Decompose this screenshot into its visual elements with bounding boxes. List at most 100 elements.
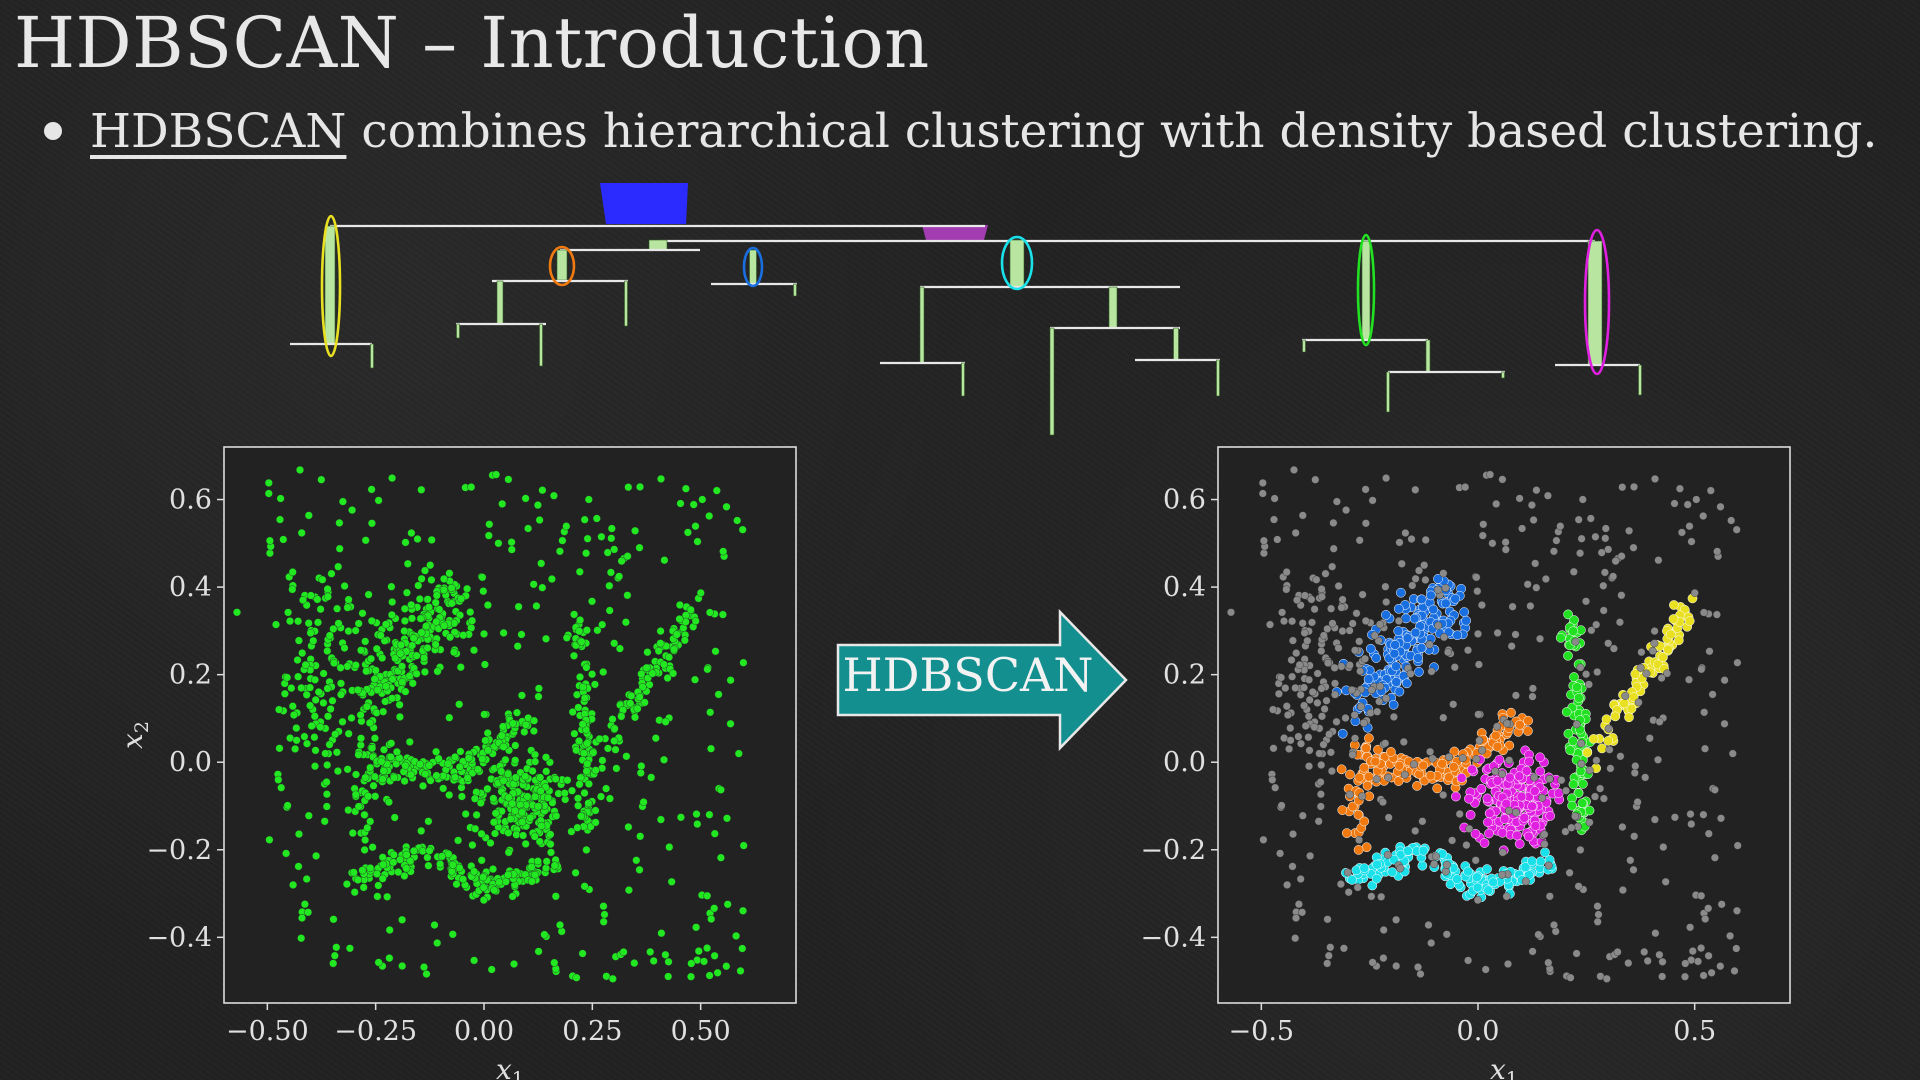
data-point [379, 860, 388, 869]
cluster-highlight-magenta [1583, 228, 1611, 376]
data-point [675, 601, 684, 610]
data-point [366, 763, 375, 772]
data-point [406, 856, 415, 865]
data-point [511, 773, 520, 782]
data-point [530, 832, 539, 841]
data-point [574, 801, 583, 810]
data-point [511, 741, 520, 750]
data-point [440, 574, 449, 583]
data-point [401, 687, 410, 696]
data-point [521, 772, 530, 781]
data-point [439, 784, 448, 793]
hdbscan-link[interactable]: HDBSCAN [90, 104, 347, 159]
arrow-label: HDBSCAN [842, 648, 1094, 702]
data-point [409, 846, 418, 855]
data-point [470, 794, 479, 803]
cluster-highlight-green [1356, 233, 1376, 347]
tree-node [456, 323, 460, 339]
data-point [455, 763, 464, 772]
cluster-highlight-orange [548, 245, 576, 287]
data-point [542, 857, 551, 866]
data-point [360, 810, 369, 819]
data-point [344, 729, 353, 738]
data-point [402, 588, 411, 597]
data-point [369, 781, 378, 790]
data-point [416, 614, 425, 623]
data-point [400, 777, 409, 786]
data-point [468, 616, 477, 625]
data-point [432, 591, 441, 600]
data-point [477, 829, 486, 838]
data-point [372, 644, 381, 653]
data-point [506, 815, 515, 824]
data-point [562, 633, 571, 642]
data-point [638, 683, 647, 692]
data-point [457, 792, 466, 801]
data-point [425, 761, 434, 770]
data-point [425, 846, 434, 855]
data-point [479, 883, 488, 892]
data-point [504, 793, 513, 802]
data-point [528, 767, 537, 776]
data-point [402, 850, 411, 859]
data-point [560, 789, 569, 798]
data-point [370, 772, 379, 781]
tree-node [961, 362, 965, 397]
data-point [419, 781, 428, 790]
data-point [422, 622, 431, 631]
data-point [491, 829, 500, 838]
data-point [584, 799, 593, 808]
data-point [466, 608, 475, 617]
data-point [660, 660, 669, 669]
data-point [491, 809, 500, 818]
tree-node [624, 280, 628, 327]
data-point [432, 771, 441, 780]
data-point [534, 802, 543, 811]
data-point [395, 700, 404, 709]
data-point [423, 644, 432, 653]
data-point [495, 878, 504, 887]
data-point [501, 755, 510, 764]
data-point [370, 734, 379, 743]
tree-node [370, 343, 374, 369]
data-point [354, 802, 363, 811]
data-point [372, 869, 381, 878]
data-point [521, 720, 530, 729]
data-point [374, 881, 383, 890]
data-point [483, 784, 492, 793]
data-point [459, 875, 468, 884]
data-point [435, 605, 444, 614]
data-point [388, 675, 397, 684]
data-point [552, 811, 561, 820]
data-point [575, 627, 584, 636]
data-point [686, 605, 695, 614]
cluster-highlight-cyan [1000, 235, 1034, 291]
data-point [536, 787, 545, 796]
data-point [521, 839, 530, 848]
data-point [344, 806, 353, 815]
data-point [472, 810, 481, 819]
data-point [354, 875, 363, 884]
data-point [379, 766, 388, 775]
data-point [394, 868, 403, 877]
data-point [531, 757, 540, 766]
data-point [572, 746, 581, 755]
data-point [542, 767, 551, 776]
data-point [470, 867, 479, 876]
data-point [608, 715, 617, 724]
data-point [570, 729, 579, 738]
data-point [576, 673, 585, 682]
data-point [568, 708, 577, 717]
data-point [352, 770, 361, 779]
data-point [584, 779, 593, 788]
data-point [580, 789, 589, 798]
points [232, 465, 748, 983]
tree-node [1049, 327, 1055, 436]
data-point [400, 871, 409, 880]
bullet-text: combines hierarchical clustering with de… [346, 104, 1878, 159]
data-point [589, 748, 598, 757]
data-point [408, 614, 417, 623]
tree-node [1638, 364, 1642, 396]
